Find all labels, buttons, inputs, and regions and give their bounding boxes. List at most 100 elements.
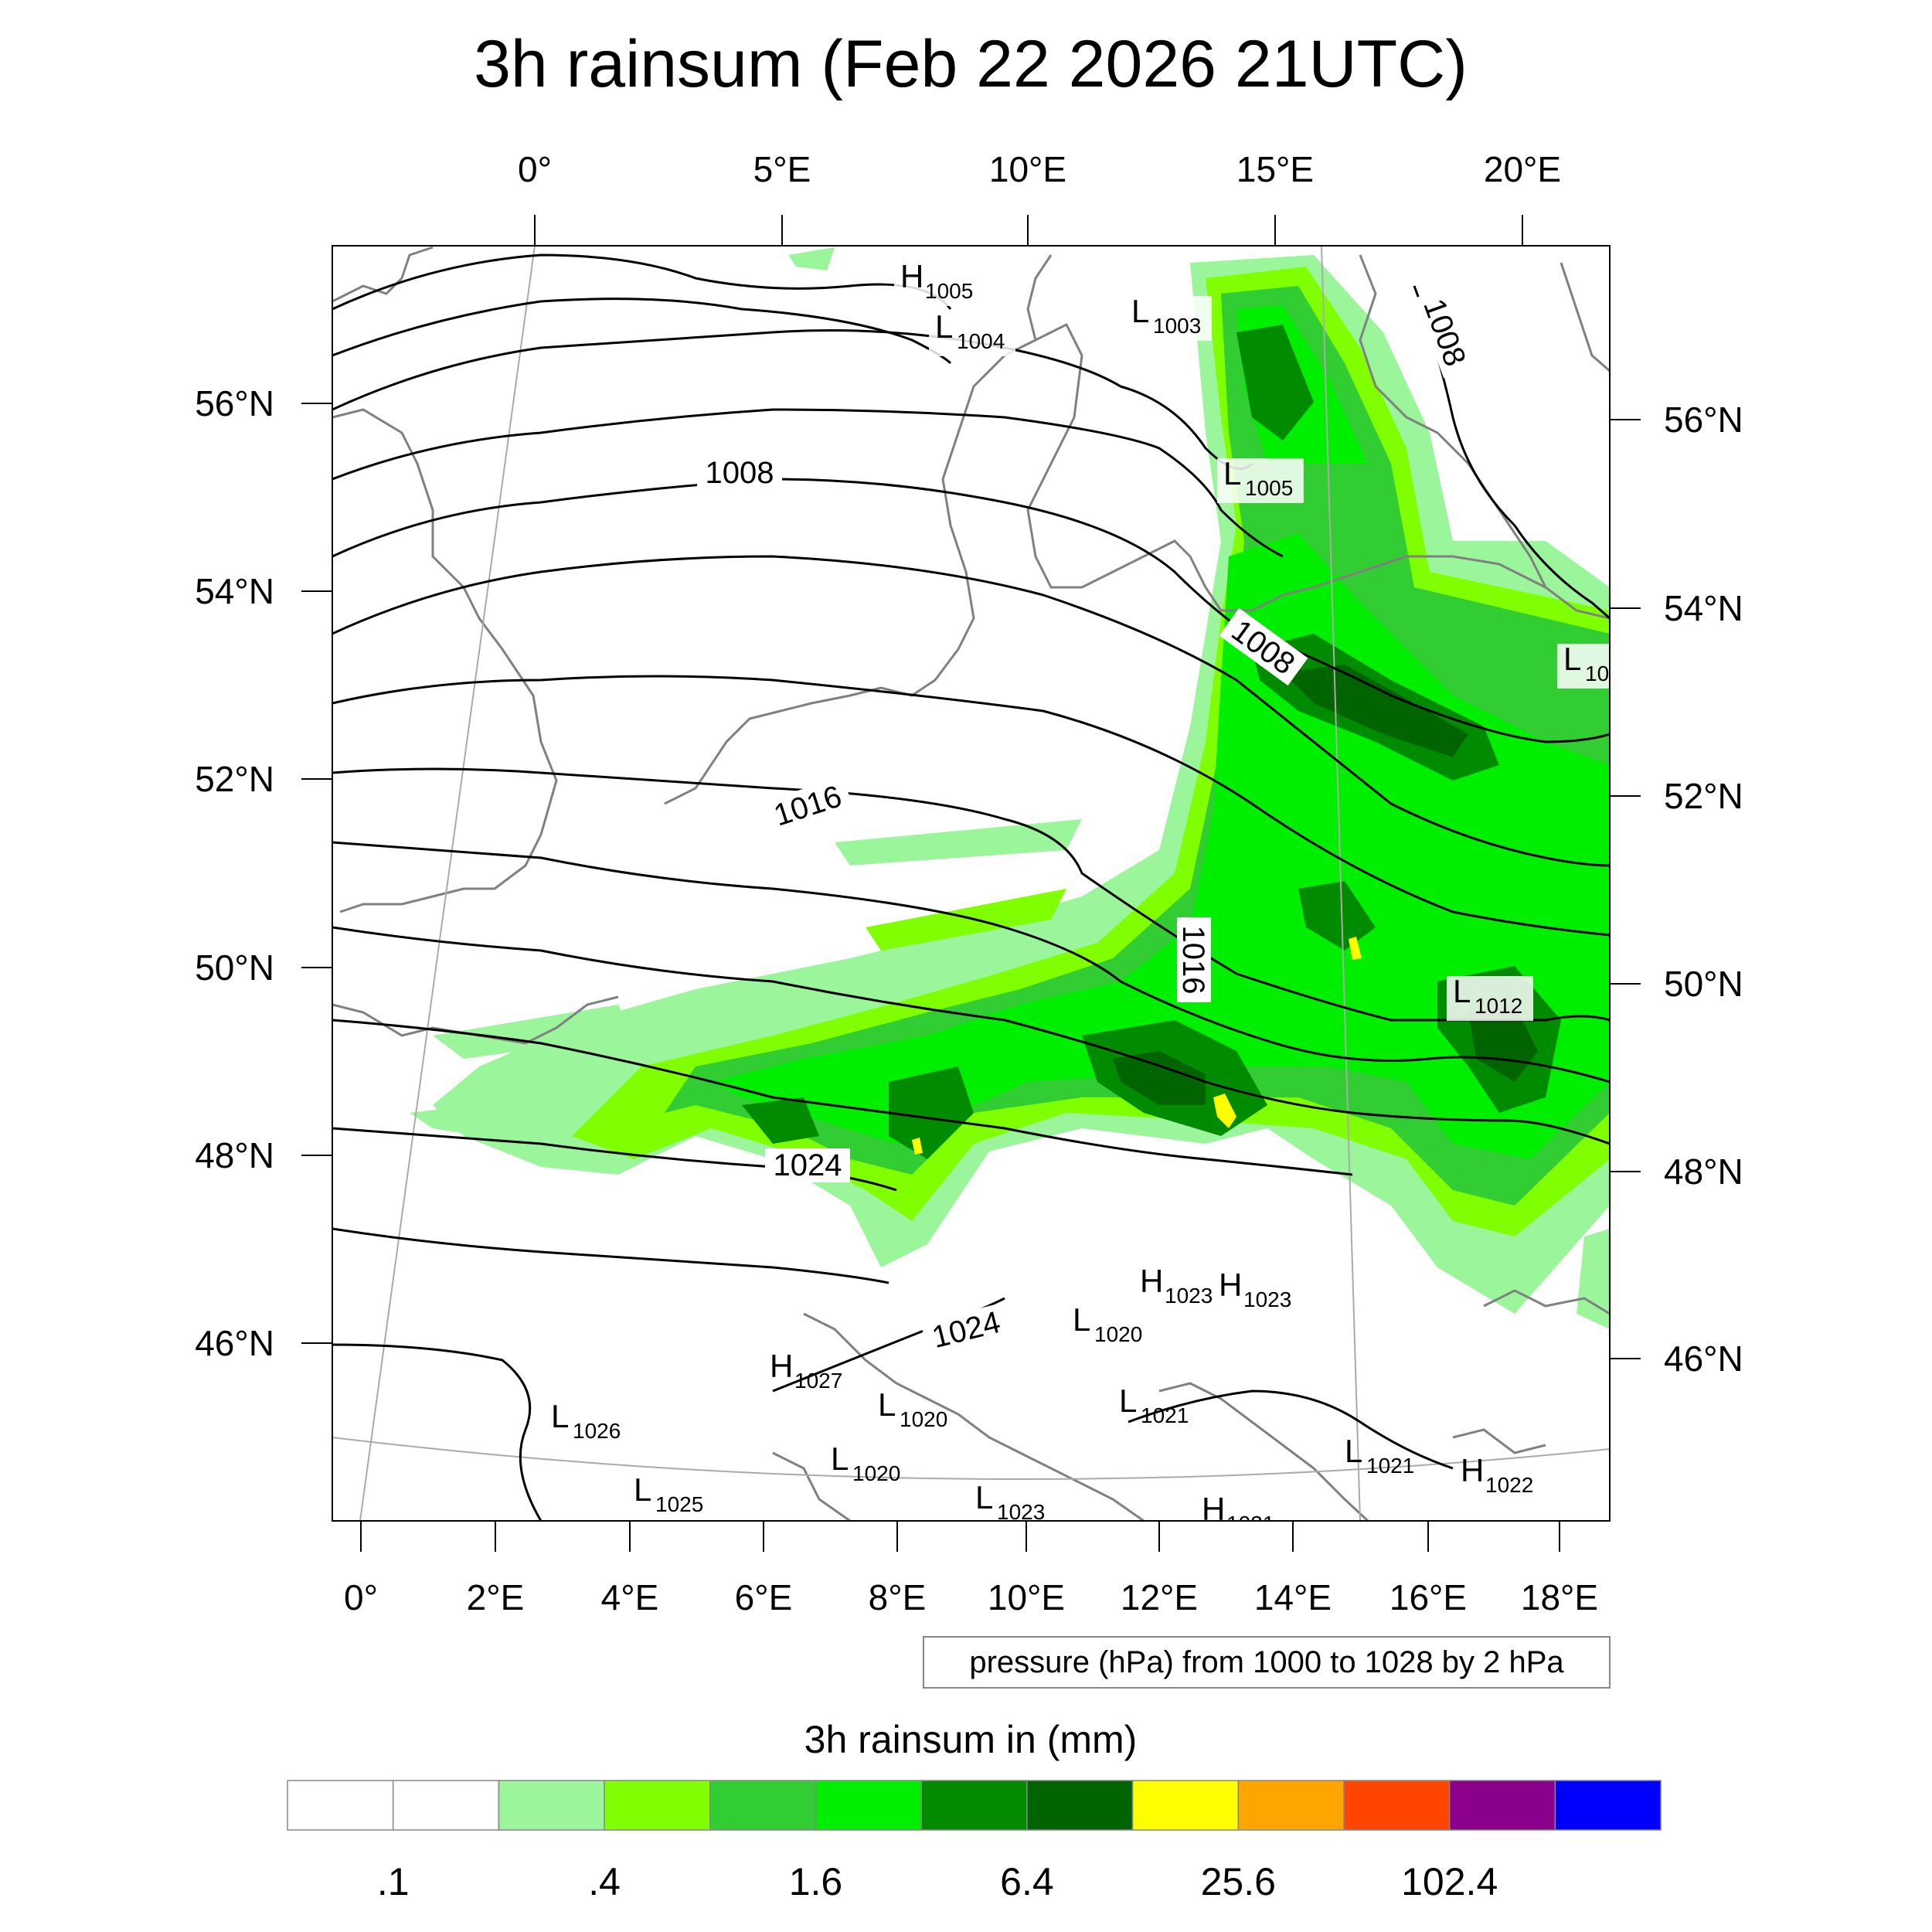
pressure-center-type: L: [551, 1398, 569, 1434]
right-lat-axis: 56°N 54°N 52°N 50°N 48°N 46°N: [1610, 400, 1743, 1379]
bottom-lon-label: 8°E: [869, 1577, 927, 1617]
pressure-center-value: 100: [1585, 662, 1621, 685]
contour-info-text: pressure (hPa) from 1000 to 1028 by 2 hP…: [969, 1645, 1564, 1679]
colorbar-boxes: [287, 1780, 1662, 1831]
bottom-lon-label: 14°E: [1254, 1577, 1332, 1617]
colorbar-tick-label: 1.6: [789, 1860, 843, 1903]
pressure-center-type: H: [1461, 1452, 1484, 1488]
top-lon-label: 10°E: [989, 149, 1066, 189]
colorbar-box: [392, 1780, 500, 1831]
bottom-lon-label: 2°E: [467, 1577, 525, 1617]
pressure-center-type: H: [1219, 1267, 1242, 1303]
pressure-center-type: H: [1202, 1491, 1225, 1527]
colorbar-box: [1554, 1780, 1662, 1831]
left-lat-label: 56°N: [195, 383, 274, 423]
pressure-center-type: H: [770, 1348, 793, 1384]
map-frame-border: [332, 245, 1611, 1522]
right-lat-label: 50°N: [1664, 964, 1743, 1004]
pressure-center-value: 1022: [1485, 1473, 1533, 1497]
bottom-lon-label: 18°E: [1521, 1577, 1598, 1617]
colorbar-tick-label: .1: [377, 1860, 410, 1903]
left-lat-label: 48°N: [195, 1135, 274, 1175]
pressure-center-type: L: [975, 1479, 993, 1515]
pressure-center-value: 1023: [997, 1500, 1045, 1524]
colorbar-tick-label: 25.6: [1201, 1860, 1276, 1903]
pressure-center-type: L: [935, 308, 953, 345]
precip-field: [410, 247, 1610, 1329]
pressure-centers: H 1005 L 1004 L 1003 L 1005 L 100 L 1012 H 1023…: [551, 258, 1621, 1536]
left-lat-label: 52°N: [195, 759, 274, 799]
pressure-center-type: L: [1563, 641, 1581, 677]
colorbar-tick-label: 102.4: [1401, 1860, 1498, 1903]
pressure-center-value: 1025: [655, 1492, 703, 1516]
map-title: 3h rainsum (Feb 22 2026 21UTC): [474, 27, 1468, 101]
left-lat-label: 46°N: [195, 1323, 274, 1363]
colorbar-box: [1026, 1780, 1134, 1831]
pressure-center-value: 1005: [1245, 476, 1293, 500]
contour-info-box: pressure (hPa) from 1000 to 1028 by 2 hP…: [923, 1636, 1611, 1689]
pressure-center-type: L: [831, 1440, 849, 1477]
pressure-center-value: 1027: [794, 1369, 842, 1393]
pressure-center-value: 1026: [573, 1419, 621, 1443]
isobar-label: 1008: [706, 456, 774, 490]
colorbar-box: [604, 1780, 711, 1831]
pressure-center-type: H: [900, 258, 923, 294]
bottom-lon-label: 12°E: [1121, 1577, 1198, 1617]
graticule: [332, 246, 1610, 1521]
bottom-lon-label: 10°E: [988, 1577, 1065, 1617]
right-lat-label: 56°N: [1664, 400, 1743, 440]
bottom-lon-label: 16°E: [1389, 1577, 1467, 1617]
right-lat-label: 54°N: [1664, 588, 1743, 628]
right-lat-label: 52°N: [1664, 776, 1743, 816]
pressure-center-value: 1023: [1243, 1287, 1291, 1311]
pressure-center-value: 1005: [925, 279, 973, 303]
map-area: 1008 1016 1008 1016 1024 1024 1008 H 1005…: [332, 245, 1621, 1536]
colorbar-tick-label: 6.4: [1000, 1860, 1054, 1903]
top-lon-label: 20°E: [1484, 149, 1561, 189]
pressure-center-type: L: [1131, 293, 1149, 329]
colorbar: 3h rainsum in (mm) .1 .4 1.6 6.4 25.6 102.4: [287, 1718, 1662, 1903]
colorbar-labels: .1 .4 1.6 6.4 25.6 102.4: [377, 1860, 1498, 1903]
top-lon-label: 0°: [518, 149, 552, 189]
pressure-center-type: H: [1140, 1263, 1163, 1299]
bottom-lon-label: 4°E: [601, 1577, 659, 1617]
left-lat-label: 50°N: [195, 947, 274, 988]
colorbar-box: [1343, 1780, 1451, 1831]
pressure-center-value: 1020: [1094, 1322, 1142, 1346]
pressure-center-type: L: [1223, 455, 1241, 492]
colorbar-box: [1448, 1780, 1556, 1831]
pressure-center-type: L: [1345, 1433, 1362, 1469]
colorbar-box: [920, 1780, 1028, 1831]
bottom-lon-label: 6°E: [735, 1577, 793, 1617]
bottom-lon-axis: 0° 2°E 4°E 6°E 8°E 10°E 12°E 14°E 16°E 1…: [344, 1521, 1598, 1617]
pressure-center-type: L: [1073, 1301, 1090, 1338]
pressure-center-value: 1012: [1475, 994, 1522, 1018]
colorbar-box: [815, 1780, 922, 1831]
colorbar-title: 3h rainsum in (mm): [804, 1718, 1138, 1761]
coastlines: [332, 246, 1610, 1521]
left-lat-axis: 56°N 54°N 52°N 50°N 48°N 46°N: [195, 383, 332, 1363]
pressure-center-value: 1021: [1226, 1512, 1274, 1536]
pressure-center-value: 1020: [852, 1461, 900, 1485]
pressure-center-value: 1021: [1366, 1454, 1414, 1478]
colorbar-box: [709, 1780, 817, 1831]
colorbar-box: [1237, 1780, 1345, 1831]
bottom-lon-label: 0°: [344, 1577, 378, 1617]
colorbar-box: [287, 1780, 394, 1831]
right-lat-label: 46°N: [1664, 1338, 1743, 1379]
pressure-center-value: 1004: [957, 329, 1005, 353]
isobars: [332, 253, 1610, 1521]
pressure-center-type: L: [1119, 1383, 1137, 1419]
top-lon-label: 5°E: [753, 149, 811, 189]
top-lon-axis: 0° 5°E 10°E 15°E 20°E: [518, 149, 1561, 246]
colorbar-box: [1131, 1780, 1240, 1831]
top-lon-label: 15°E: [1236, 149, 1314, 189]
pressure-center-value: 1020: [900, 1407, 947, 1431]
pressure-center-value: 1021: [1141, 1403, 1189, 1427]
right-lat-label: 48°N: [1664, 1151, 1743, 1192]
pressure-center-type: L: [1453, 973, 1471, 1009]
colorbar-box: [498, 1780, 605, 1831]
pressure-center-type: L: [634, 1471, 651, 1508]
isobar-label: 1016: [1176, 926, 1210, 995]
